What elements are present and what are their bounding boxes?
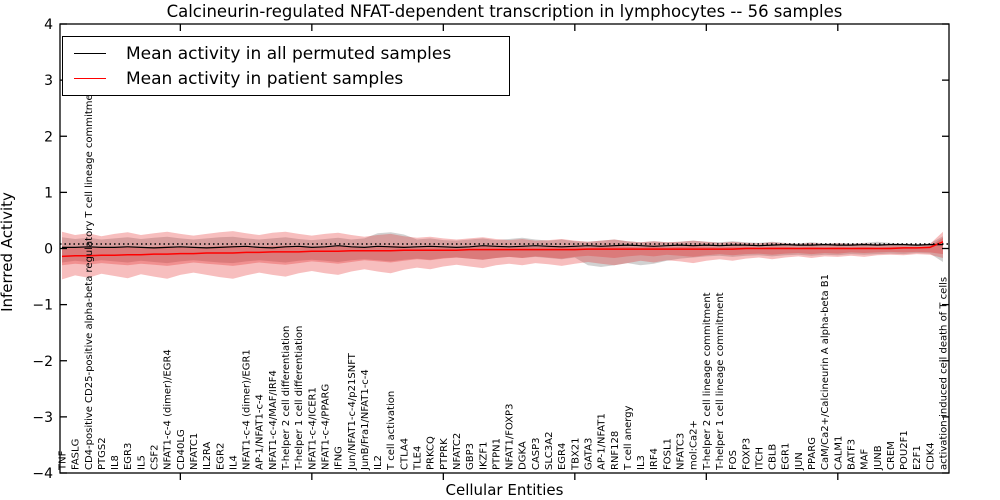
x-tick-label: AP-1/NFAT1-c-4 <box>255 394 266 470</box>
legend-label-patient: Mean activity in patient samples <box>126 68 404 89</box>
legend-box: Mean activity in all permuted samples Me… <box>62 36 510 96</box>
x-tick-label: NFAT1/FOXP3 <box>505 404 516 470</box>
x-tick-label: GATA3 <box>583 438 594 470</box>
x-tick-label: NFAT1-c-4/PPARG <box>320 384 331 470</box>
x-tick-label: CD4-positive CD25-positive alpha-beta re… <box>84 84 95 470</box>
x-tick-label: IL8 <box>110 455 121 470</box>
x-tick-label: T-helper 2 cell differentiation <box>281 326 292 471</box>
x-tick-label: NFATC2 <box>452 433 463 470</box>
x-tick-label: FOS <box>728 450 739 470</box>
x-tick-label: IL2RA <box>202 442 213 470</box>
x-tick-label: E2F1 <box>912 445 923 470</box>
x-tick-label: CALM1 <box>833 436 844 470</box>
x-tick-label: FOSL1 <box>662 438 673 470</box>
x-tick-label: EGR1 <box>781 443 792 470</box>
x-tick-label: CD40LG <box>176 429 187 470</box>
legend-entry-patient: Mean activity in patient samples <box>63 67 509 91</box>
x-tick-label: BATF3 <box>846 439 857 470</box>
x-axis-label: Cellular Entities <box>445 481 564 499</box>
y-tick-label: 1 <box>44 185 53 201</box>
x-tick-label: MAF <box>860 449 871 470</box>
x-tick-label: IL4 <box>228 455 239 470</box>
x-tick-label: TLE4 <box>413 446 424 471</box>
x-tick-label: FOXP3 <box>741 438 752 470</box>
x-tick-label: TNF <box>58 450 69 471</box>
x-tick-label: mol:Ca2+ <box>689 420 700 470</box>
x-tick-label: T-helper 1 cell lineage commitment <box>715 292 726 471</box>
x-tick-label: CDK4 <box>925 442 936 470</box>
y-tick-label: 2 <box>44 129 53 145</box>
series-line-patient <box>61 241 944 258</box>
x-tick-label: T-helper 2 cell lineage commitment <box>702 292 713 471</box>
x-tick-label: NFATC3 <box>676 433 687 470</box>
x-tick-label: IRF4 <box>649 448 660 470</box>
x-tick-label: ITCH <box>754 447 765 470</box>
x-tick-label: RNF128 <box>610 431 621 470</box>
y-tick-label: 0 <box>44 242 53 258</box>
x-tick-label: CASP3 <box>531 437 542 470</box>
x-tick-label: IFNG <box>334 446 345 470</box>
x-tick-label: IKZF1 <box>478 442 489 470</box>
y-tick-label: −4 <box>32 466 53 482</box>
x-tick-label: IL3 <box>636 455 647 470</box>
y-tick-label: 3 <box>44 73 53 89</box>
x-tick-label: CSF2 <box>150 445 161 470</box>
x-tick-label: JUN <box>794 452 805 471</box>
x-tick-label: T cell anergy <box>623 405 634 471</box>
x-tick-label: CTLA4 <box>399 438 410 470</box>
chart-title: Calcineurin-regulated NFAT-dependent tra… <box>166 2 843 21</box>
x-tick-label: IL5 <box>136 455 147 470</box>
x-tick-label: PPARG <box>807 437 818 470</box>
permuted-line-swatch <box>74 53 106 54</box>
band-patient-range-outer <box>62 231 943 280</box>
y-tick-label: −2 <box>32 354 53 370</box>
x-tick-label: NFAT1-c-4/ICER1 <box>307 387 318 470</box>
x-tick-label: NFATC1 <box>189 433 200 470</box>
x-tick-label: CaM/Ca2+/Calcineurin A alpha-beta B1 <box>820 274 831 470</box>
y-axis-label: Inferred Activity <box>0 192 16 312</box>
x-tick-label: POU2F1 <box>899 430 910 470</box>
x-tick-label: EGR3 <box>123 443 134 470</box>
legend-entry-permuted: Mean activity in all permuted samples <box>63 42 509 66</box>
x-tick-label: AP-1/NFAT1 <box>597 413 608 470</box>
patient-line-swatch <box>74 78 106 79</box>
x-tick-label: JunB/Fra1/NFAT1-c-4 <box>360 369 371 471</box>
x-tick-label: NFAT1-c-4 (dimer)/EGR1 <box>242 349 253 470</box>
x-tick-label: T cell activation <box>386 391 397 471</box>
x-tick-label: NFAT1-c-4 (dimer)/EGR4 <box>163 349 174 470</box>
x-tick-label: PRKCQ <box>426 436 437 470</box>
x-tick-label: TBX21 <box>570 437 581 471</box>
x-tick-label: PTGS2 <box>97 437 108 470</box>
x-tick-label: EGR2 <box>215 443 226 470</box>
x-tick-label: EGR4 <box>557 443 568 470</box>
x-tick-label: PTPN1 <box>491 438 502 470</box>
x-tick-label: CBLB <box>768 444 779 470</box>
x-tick-label: FASLG <box>71 439 82 470</box>
y-tick-label: −3 <box>32 410 53 426</box>
legend-label-permuted: Mean activity in all permuted samples <box>126 43 452 64</box>
x-tick-label: Jun/NFAT1-c-4/p21SNFT <box>347 352 358 471</box>
x-tick-label: JUNB <box>873 445 884 471</box>
y-tick-label: 4 <box>44 17 53 33</box>
x-tick-label: CREM <box>886 441 897 470</box>
x-tick-label: activation-induced cell death of T cells <box>939 277 950 470</box>
x-tick-label: PTPRK <box>439 438 450 470</box>
x-tick-label: SLC3A2 <box>544 432 555 470</box>
band-patient-range-inner <box>62 237 943 266</box>
x-tick-label: IL2 <box>373 455 384 470</box>
x-tick-label: GBP3 <box>465 443 476 470</box>
y-tick-label: −1 <box>32 298 53 314</box>
x-tick-label: DGKA <box>518 441 529 470</box>
x-tick-label: NFAT1-c-4/MAF/IRF4 <box>268 370 279 470</box>
series-line-permuted <box>62 243 943 249</box>
x-tick-label: T-helper 1 cell differentiation <box>294 326 305 471</box>
